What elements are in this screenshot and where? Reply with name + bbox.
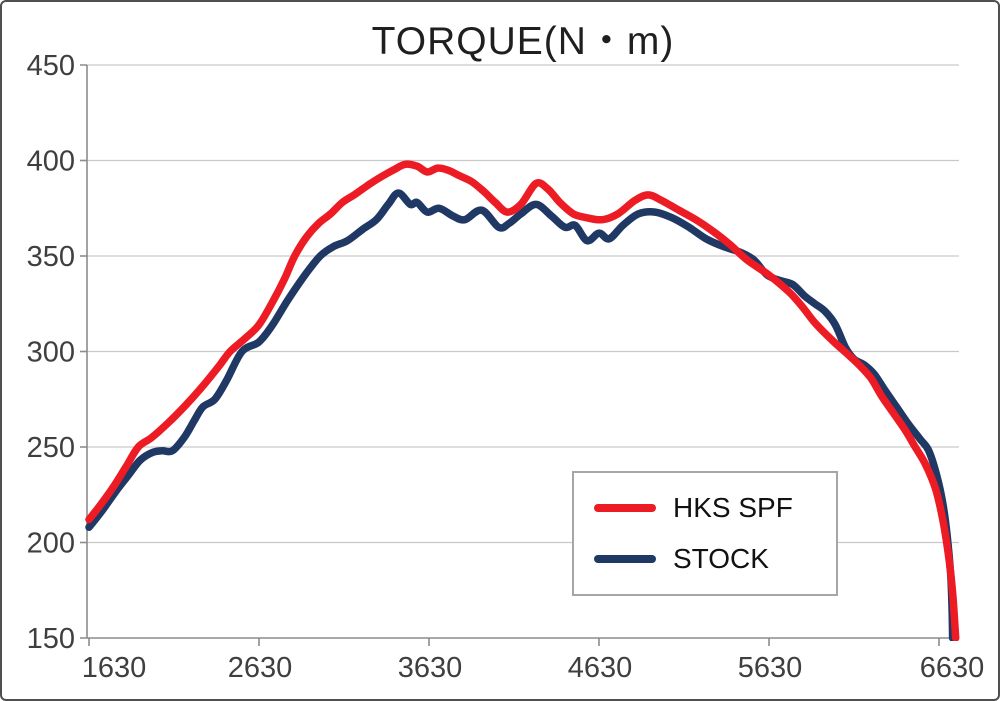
legend-line-stock	[594, 555, 656, 563]
chart-title: TORQUE(N・m)	[371, 20, 675, 63]
x-tick-label-2630: 2630	[228, 652, 293, 684]
y-tick-label-450: 450	[27, 50, 75, 82]
x-tick-label-3630: 3630	[398, 652, 463, 684]
legend-label-stock: STOCK	[673, 543, 769, 574]
y-tick-label-300: 300	[27, 337, 75, 369]
x-tick-label-4630: 4630	[568, 652, 633, 684]
legend-line-hks-spf	[594, 504, 656, 512]
y-tick-label-400: 400	[27, 146, 75, 178]
legend-item-stock: STOCK	[594, 543, 836, 575]
legend-label-hks-spf: HKS SPF	[673, 492, 793, 523]
y-tick-label-250: 250	[27, 432, 75, 464]
y-tick-label-350: 350	[27, 241, 75, 273]
y-tick-label-200: 200	[27, 528, 75, 560]
series-line-hks-spf	[85, 160, 960, 641]
legend: HKS SPF STOCK	[572, 471, 838, 596]
x-tick-label-1630: 1630	[82, 652, 147, 684]
y-tick-label-150: 150	[27, 623, 75, 655]
legend-item-hks-spf: HKS SPF	[594, 492, 836, 524]
x-tick-label-6630: 6630	[920, 652, 985, 684]
x-tick-label-5630: 5630	[738, 652, 803, 684]
